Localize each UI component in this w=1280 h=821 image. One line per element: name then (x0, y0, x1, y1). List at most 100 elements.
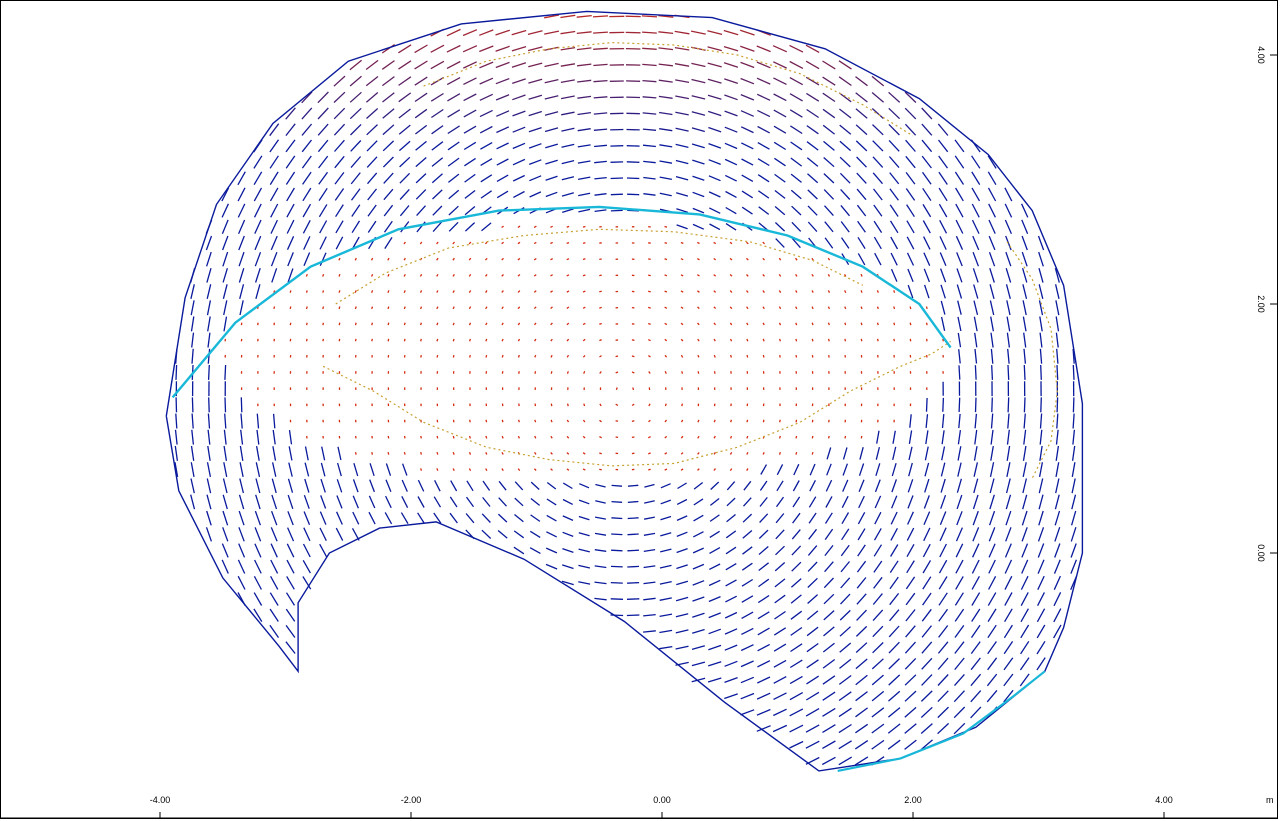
field-vector (740, 45, 755, 52)
field-vector (322, 322, 325, 326)
field-vector (740, 676, 755, 684)
field-vector (795, 273, 798, 277)
field-vector (840, 593, 851, 605)
field-vector (887, 723, 901, 734)
field-vector (432, 189, 443, 200)
field-vector (838, 723, 852, 734)
field-vector (371, 338, 373, 342)
field-vector (350, 172, 361, 185)
field-vector (205, 251, 212, 267)
y-ticks: 4.002.000.00 (1256, 46, 1278, 562)
field-vector (512, 158, 526, 166)
field-vector (872, 625, 884, 638)
field-vector (335, 204, 344, 218)
field-vector (938, 171, 948, 185)
field-vector (873, 204, 883, 217)
field-vector (680, 241, 684, 245)
field-vector (463, 77, 477, 85)
field-vector (842, 463, 849, 476)
field-vector (1071, 445, 1076, 461)
field-vector (1072, 397, 1075, 413)
field-vector (1037, 559, 1045, 574)
field-vector (921, 107, 933, 120)
field-vector (874, 479, 881, 493)
field-vector (760, 464, 768, 475)
field-vector (1039, 316, 1043, 332)
field-vector (285, 608, 296, 622)
field-vector (369, 479, 376, 493)
field-vector (762, 338, 765, 342)
field-vector (545, 547, 558, 554)
field-vector (566, 468, 570, 471)
field-vector (692, 563, 705, 570)
field-vector (352, 511, 360, 525)
field-vector (873, 576, 883, 589)
field-vector (414, 76, 428, 86)
field-vector (566, 338, 570, 342)
field-vector (512, 142, 526, 150)
field-vector (430, 44, 445, 53)
field-vector (774, 157, 786, 167)
field-vector (431, 125, 444, 135)
field-vector (773, 659, 787, 668)
field-vector (240, 429, 244, 445)
field-vector (562, 515, 574, 521)
field-vector (906, 204, 915, 218)
field-vector (287, 511, 294, 526)
field-vector (383, 204, 394, 217)
field-vector (762, 306, 765, 310)
field-vector (972, 527, 980, 542)
field-vector (905, 576, 916, 590)
field-vector (893, 338, 896, 342)
field-vector (420, 354, 422, 358)
field-vector (1022, 316, 1027, 332)
field-vector (582, 274, 586, 277)
field-vector (842, 447, 848, 460)
field-vector (382, 108, 395, 119)
field-vector (809, 480, 816, 492)
field-vector (1022, 494, 1028, 510)
field-vector (691, 95, 706, 100)
field-vector (254, 219, 262, 234)
field-vector (696, 258, 700, 261)
field-vector (643, 532, 656, 536)
field-vector (775, 238, 785, 248)
field-vector (708, 142, 722, 149)
field-vector (207, 332, 211, 348)
field-vector (855, 108, 868, 119)
field-vector (528, 110, 542, 117)
field-vector (925, 414, 929, 428)
field-vector (1054, 284, 1060, 299)
field-vector (844, 338, 847, 342)
field-vector (221, 187, 230, 202)
field-vector (938, 576, 948, 590)
field-vector (222, 251, 229, 267)
field-vector (566, 419, 570, 423)
field-vector (496, 174, 509, 182)
field-vector (534, 371, 537, 374)
field-vector (956, 478, 963, 493)
field-vector (920, 739, 933, 751)
field-vector (371, 306, 374, 310)
field-vector (713, 306, 717, 310)
field-vector (939, 268, 947, 283)
field-vector (398, 108, 411, 119)
field-vector (772, 724, 788, 733)
field-vector (775, 513, 785, 524)
field-vector (1039, 332, 1043, 348)
field-vector (452, 306, 455, 310)
field-vector (223, 300, 228, 316)
field-vector (463, 125, 477, 134)
field-vector (550, 371, 553, 374)
field-vector (773, 125, 787, 134)
field-vector (1022, 478, 1028, 494)
field-vector (909, 414, 912, 428)
field-vector (675, 613, 689, 618)
field-vector (615, 355, 619, 358)
field-vector (746, 338, 749, 342)
field-vector (648, 274, 651, 277)
field-vector (1053, 575, 1061, 590)
field-vector (338, 257, 341, 261)
field-vector (285, 107, 296, 120)
field-vector (367, 172, 378, 185)
